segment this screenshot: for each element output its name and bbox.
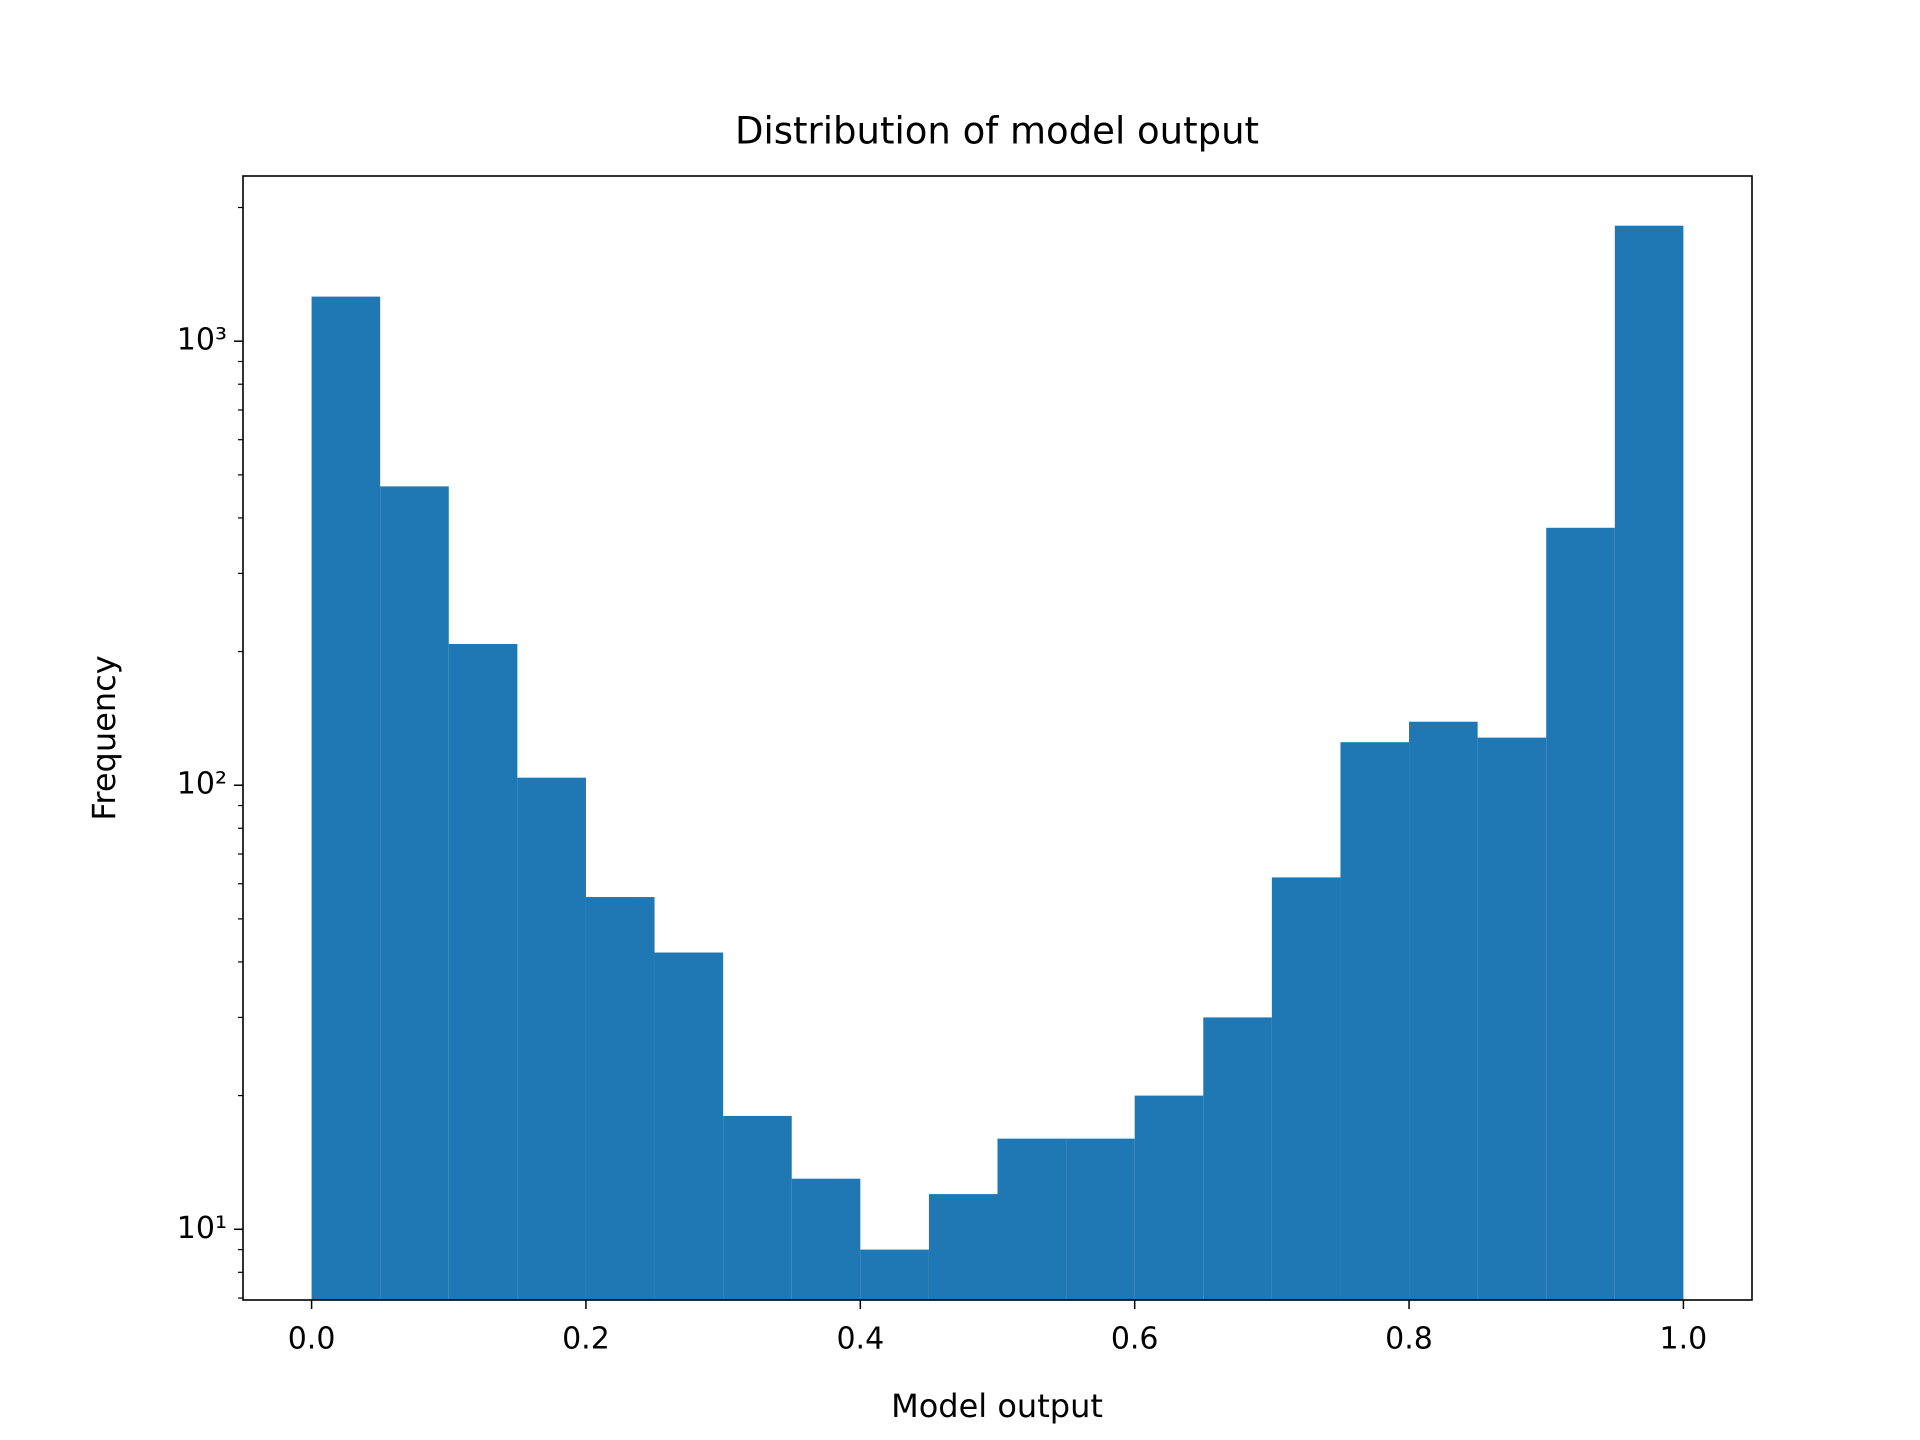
y-tick-label: 10¹: [177, 1211, 227, 1246]
y-tick-label: 10²: [177, 767, 227, 802]
bar: [1340, 742, 1410, 1300]
x-tick-label: 0.8: [1385, 1322, 1433, 1357]
x-tick-label: 0.2: [562, 1322, 610, 1357]
plot-area: 0.0 0.2 0.4 0.6 0.8 1.0 10¹ 10² 10³: [177, 175, 1753, 1357]
axes-frame: [242, 175, 1753, 1301]
x-tick-label: 0.0: [288, 1322, 336, 1357]
bar: [585, 897, 655, 1300]
x-tick-label: 1.0: [1660, 1322, 1708, 1357]
bar: [860, 1249, 929, 1300]
bar: [1134, 1095, 1204, 1300]
bar: [1066, 1138, 1135, 1300]
y-axis-label: Frequency: [85, 655, 123, 820]
bar: [517, 777, 586, 1300]
bar: [723, 1115, 792, 1300]
bar: [791, 1178, 861, 1300]
bar: [1614, 225, 1684, 1301]
bar: [1477, 737, 1547, 1300]
bar: [1271, 877, 1341, 1300]
x-tick-label: 0.6: [1111, 1322, 1159, 1357]
bar: [928, 1194, 998, 1300]
bar: [380, 486, 449, 1301]
bar: [1409, 721, 1478, 1300]
y-tick-label: 10³: [177, 323, 227, 358]
bar: [1546, 527, 1615, 1300]
x-tick-label: 0.4: [836, 1322, 884, 1357]
bar: [997, 1138, 1067, 1300]
bar: [654, 952, 724, 1300]
bar: [311, 296, 381, 1300]
x-axis-label: Model output: [891, 1387, 1103, 1425]
chart-title: Distribution of model output: [735, 110, 1259, 153]
bar: [448, 643, 518, 1300]
bar: [1203, 1017, 1272, 1300]
